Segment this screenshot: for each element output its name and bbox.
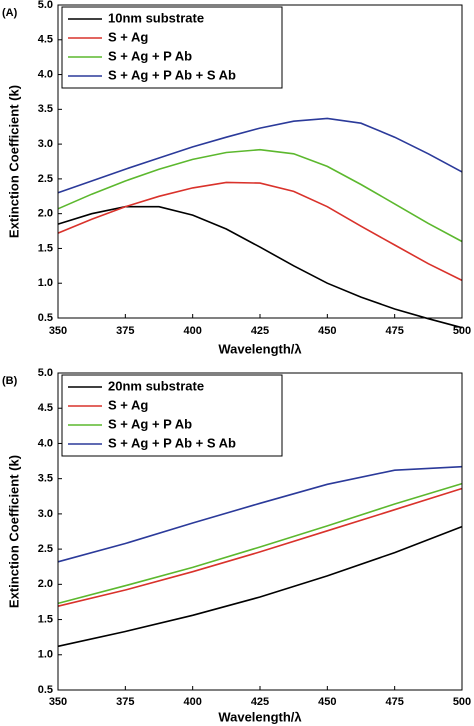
- data-line: [57, 205, 463, 329]
- panel-label: (B): [2, 375, 18, 387]
- data-line: [57, 181, 463, 282]
- y-tick-label: 3.5: [38, 103, 53, 115]
- panel-label: (A): [2, 7, 18, 19]
- data-line: [57, 487, 463, 607]
- y-tick-label: 5.0: [38, 367, 53, 379]
- x-tick-label: 400: [183, 325, 201, 337]
- legend-box: [61, 374, 283, 457]
- x-tick-label: 450: [318, 696, 336, 708]
- chart: (A) 0.5 1.0 1.5 2.0 2.5 3.0 3.5 4.0 4.5 5.0 350 375 4…: [2, 0, 471, 356]
- legend-label: S + Ag: [108, 29, 148, 44]
- data-line: [57, 482, 463, 605]
- x-axis-label: Wavelength/λ: [218, 709, 302, 724]
- x-axis-label: Wavelength/λ: [218, 341, 302, 356]
- x-tick-label: 350: [49, 696, 67, 708]
- legend-label: S + Ag + P Ab + S Ab: [108, 435, 236, 450]
- legend-label: S + Ag + P Ab: [108, 48, 192, 63]
- legend-box: [61, 6, 283, 89]
- y-tick-label: 4.0: [38, 68, 53, 80]
- y-tick-label: 4.0: [38, 437, 53, 449]
- y-tick-label: 1.0: [38, 649, 53, 661]
- data-line: [57, 465, 463, 563]
- legend-label: S + Ag + P Ab: [108, 416, 192, 431]
- x-tick-label: 375: [116, 325, 134, 337]
- legend-label: S + Ag: [108, 397, 148, 412]
- x-tick-label: 425: [251, 696, 269, 708]
- y-axis-label: Extinction Coefficient (k): [6, 85, 21, 238]
- y-tick-label: 3.0: [38, 508, 53, 520]
- y-tick-label: 2.0: [38, 208, 53, 220]
- x-tick-label: 450: [318, 325, 336, 337]
- x-tick-label: 500: [453, 696, 471, 708]
- y-tick-label: 0.5: [38, 312, 53, 324]
- chart: (B) 0.5 1.0 1.5 2.0 2.5 3.0 3.5 4.0 4.5 5.0 350 375 4…: [2, 367, 471, 725]
- x-tick-label: 475: [385, 696, 403, 708]
- plot-frame: [57, 4, 463, 319]
- x-tick-label: 500: [453, 325, 471, 337]
- y-tick-label: 5.0: [38, 0, 53, 11]
- x-tick-label: 425: [251, 325, 269, 337]
- y-tick-label: 1.5: [38, 613, 53, 625]
- x-tick-label: 400: [183, 696, 201, 708]
- data-line: [57, 117, 463, 194]
- x-tick-label: 350: [49, 325, 67, 337]
- y-tick-label: 1.5: [38, 242, 53, 254]
- legend-label: S + Ag + P Ab + S Ab: [108, 67, 236, 82]
- y-tick-label: 0.5: [38, 684, 53, 696]
- y-tick-label: 2.5: [38, 543, 53, 555]
- y-axis-label: Extinction Coefficient (k): [6, 455, 21, 608]
- y-tick-label: 2.0: [38, 578, 53, 590]
- y-tick-label: 1.0: [38, 277, 53, 289]
- legend-label: 20nm substrate: [108, 378, 204, 393]
- y-tick-label: 2.5: [38, 173, 53, 185]
- plot-frame: [57, 372, 463, 691]
- y-tick-label: 4.5: [38, 34, 53, 46]
- y-tick-label: 3.0: [38, 138, 53, 150]
- x-tick-label: 375: [116, 696, 134, 708]
- x-tick-label: 475: [385, 325, 403, 337]
- data-line: [57, 148, 463, 243]
- legend-label: 10nm substrate: [108, 10, 204, 25]
- data-line: [57, 525, 463, 648]
- y-tick-label: 4.5: [38, 402, 53, 414]
- y-tick-label: 3.5: [38, 473, 53, 485]
